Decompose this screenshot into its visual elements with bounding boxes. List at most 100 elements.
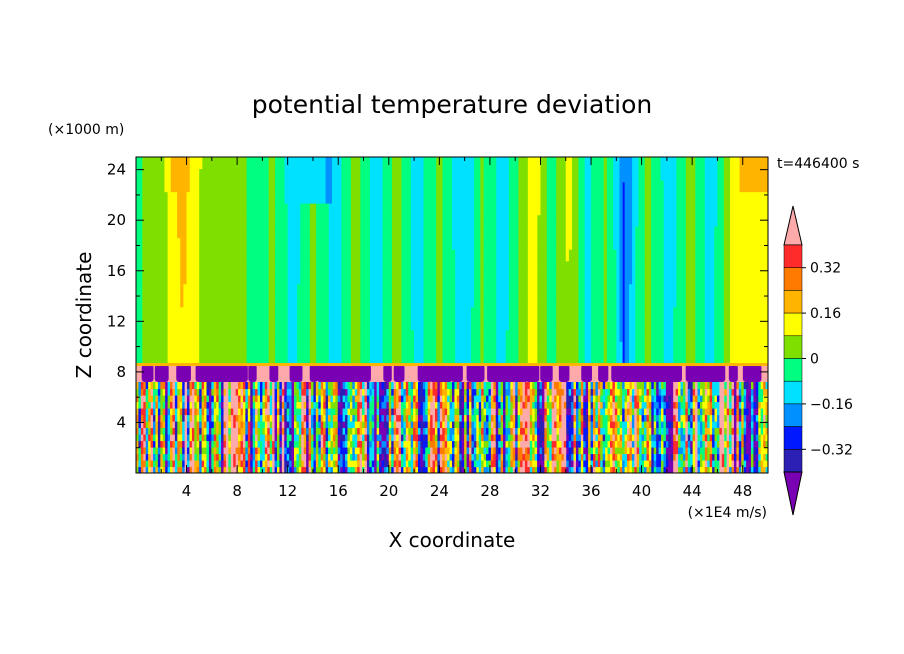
field-cell <box>140 388 144 396</box>
field-cell <box>151 157 156 170</box>
field-cell <box>445 168 450 181</box>
field-cell <box>613 295 617 308</box>
field-cell <box>363 237 368 250</box>
field-cell <box>158 237 162 250</box>
field-cell <box>540 226 545 239</box>
field-cell <box>145 180 150 193</box>
field-cell <box>704 180 709 193</box>
field-cell <box>461 237 466 250</box>
field-cell <box>199 226 203 239</box>
field-cell <box>350 341 355 354</box>
field-cell <box>296 440 300 448</box>
field-cell <box>362 407 366 416</box>
field-cell <box>597 203 602 216</box>
field-cell <box>271 283 276 296</box>
field-cell <box>359 388 363 396</box>
field-cell <box>154 272 159 285</box>
field-cell <box>162 381 166 390</box>
field-cell <box>252 453 256 461</box>
field-cell <box>311 440 315 448</box>
field-cell <box>379 180 384 193</box>
field-cell <box>142 214 147 227</box>
field-cell <box>155 427 159 435</box>
field-cell <box>342 407 346 416</box>
field-cell <box>764 168 768 181</box>
field-cell <box>211 283 216 296</box>
field-cell <box>359 433 363 442</box>
field-cell <box>362 433 366 442</box>
field-cell <box>271 237 276 250</box>
field-cell <box>429 168 434 181</box>
field-cell <box>606 341 611 354</box>
field-cell <box>186 226 191 239</box>
field-cell <box>477 341 482 354</box>
field-cell <box>676 214 681 227</box>
field-cell <box>524 341 529 354</box>
field-cell <box>319 306 324 319</box>
field-cell <box>330 420 334 429</box>
field-cell <box>527 329 532 342</box>
field-cell <box>764 180 768 193</box>
field-cell <box>641 260 646 273</box>
field-cell <box>742 260 747 273</box>
field-cell <box>301 446 305 455</box>
field-cell <box>619 306 624 319</box>
field-cell <box>259 341 263 354</box>
field-cell <box>761 168 766 181</box>
field-cell <box>556 341 561 354</box>
field-cell <box>562 283 567 296</box>
field-cell <box>499 226 504 239</box>
field-cell <box>764 191 768 204</box>
field-cell <box>572 214 576 227</box>
field-cell <box>330 453 334 461</box>
field-cell <box>259 249 263 262</box>
field-cell <box>347 341 352 354</box>
field-cell <box>325 466 329 473</box>
field-cell <box>259 453 263 461</box>
field-cell <box>540 341 545 354</box>
field-cell <box>284 249 289 262</box>
field-cell <box>549 191 554 204</box>
field-cell <box>180 318 184 331</box>
field-cell <box>531 249 535 262</box>
field-cell <box>341 249 346 262</box>
field-cell <box>272 433 276 442</box>
field-cell <box>228 401 232 409</box>
time-label: t=446400 s <box>777 156 859 172</box>
field-cell <box>673 180 677 193</box>
field-cell <box>407 329 412 342</box>
field-cell <box>474 180 478 193</box>
field-cell <box>742 329 747 342</box>
field-cell <box>202 180 207 193</box>
field-cell <box>245 394 249 403</box>
field-cell <box>237 283 241 296</box>
field-cell <box>594 295 598 308</box>
field-cell <box>635 237 640 250</box>
field-cell <box>553 318 557 331</box>
field-cell <box>505 214 510 227</box>
field-cell <box>388 157 393 170</box>
field-cell <box>284 381 288 390</box>
field-cell <box>369 295 374 308</box>
field-cell <box>199 260 203 273</box>
field-cell <box>242 453 246 461</box>
field-cell <box>246 249 251 262</box>
field-cell <box>328 414 332 422</box>
field-cell <box>325 272 330 285</box>
field-cell <box>388 295 393 308</box>
field-cell <box>281 394 285 403</box>
field-cell <box>371 388 375 396</box>
field-cell <box>294 260 298 273</box>
field-cell <box>540 295 545 308</box>
field-cell <box>199 414 203 422</box>
field-cell <box>196 157 200 170</box>
field-cell <box>182 414 186 422</box>
field-cell <box>562 180 567 193</box>
field-cell <box>407 237 412 250</box>
field-cell <box>426 203 431 216</box>
field-cell <box>670 249 674 262</box>
field-cell <box>347 394 351 403</box>
field-cell <box>138 433 142 442</box>
field-cell <box>426 295 431 308</box>
field-cell <box>433 180 437 193</box>
